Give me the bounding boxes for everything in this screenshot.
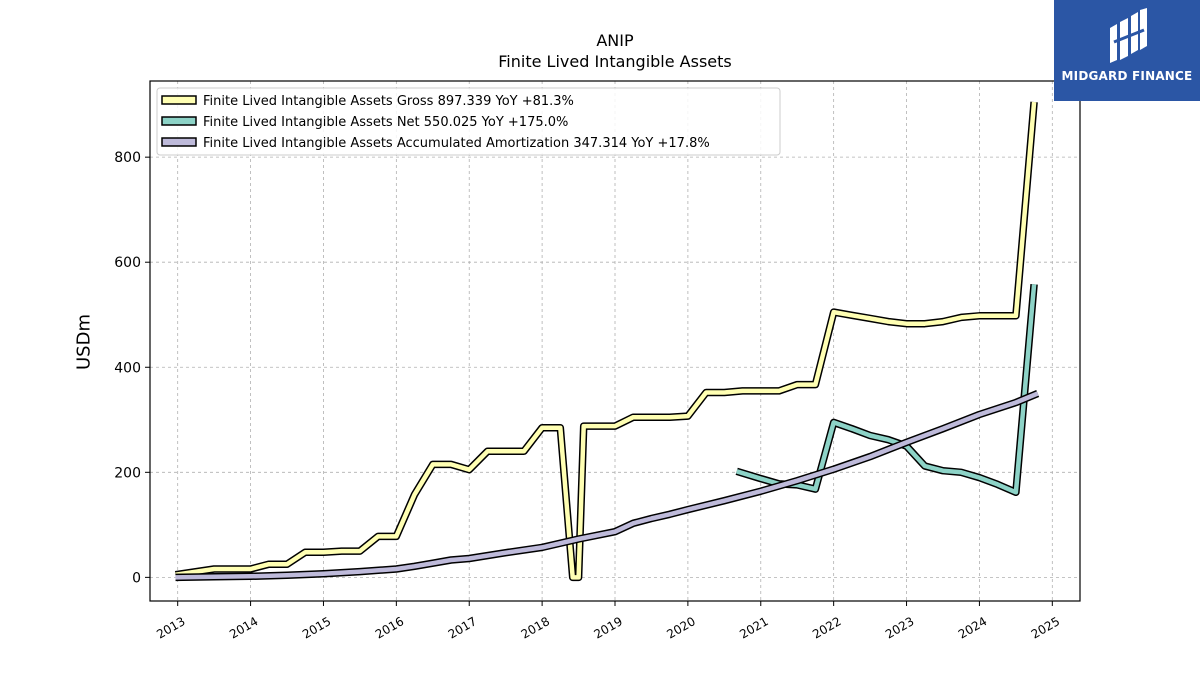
x-tick-label: 2016 [373, 614, 406, 641]
legend-swatch-0 [161, 95, 197, 105]
x-tick-label: 2019 [592, 614, 625, 641]
series-layer [174, 101, 1040, 582]
series-outline-0 [174, 101, 1038, 582]
series-line-2 [175, 391, 1039, 580]
watermark-text: MIDGARD FINANCE [1061, 69, 1193, 83]
chart-title: ANIP [596, 31, 634, 50]
legend-entry-0: Finite Lived Intangible Assets Gross 897… [203, 94, 574, 109]
x-tick-label: 2015 [300, 614, 333, 641]
x-tick-label: 2023 [883, 614, 916, 641]
x-tick-label: 2017 [446, 614, 479, 641]
legend-box [156, 87, 781, 156]
x-tick-label: 2014 [227, 614, 260, 641]
x-tick-label: 2024 [956, 614, 989, 641]
x-tick-label: 2025 [1029, 614, 1062, 641]
y-tick-label: 800 [114, 150, 141, 166]
x-tick-label: 2022 [810, 614, 843, 641]
x-tick-label: 2018 [519, 614, 552, 641]
watermark-logo: MIDGARD FINANCE [1054, 0, 1200, 101]
legend-swatch-1 [161, 116, 197, 126]
legend-swatch-2 [161, 137, 197, 147]
x-tick-label: 2020 [664, 614, 697, 641]
y-tick-label: 600 [114, 255, 141, 271]
y-tick-label: 0 [132, 570, 141, 586]
legend-entry-2: Finite Lived Intangible Assets Accumulat… [203, 136, 710, 151]
y-tick-label: 200 [114, 465, 141, 481]
x-tick-label: 2021 [737, 614, 770, 641]
y-tick-label: 400 [114, 360, 141, 376]
legend-entry-1: Finite Lived Intangible Assets Net 550.0… [203, 115, 568, 130]
chart-grid [150, 81, 1080, 601]
chart-legend: Finite Lived Intangible Assets Gross 897… [156, 87, 781, 156]
y-axis-label: USDm [73, 314, 95, 370]
midgard-logo-icon [1110, 8, 1147, 63]
chart-subtitle: Finite Lived Intangible Assets [498, 52, 732, 71]
x-tick-label: 2013 [154, 614, 187, 641]
series-line-0 [175, 101, 1037, 580]
